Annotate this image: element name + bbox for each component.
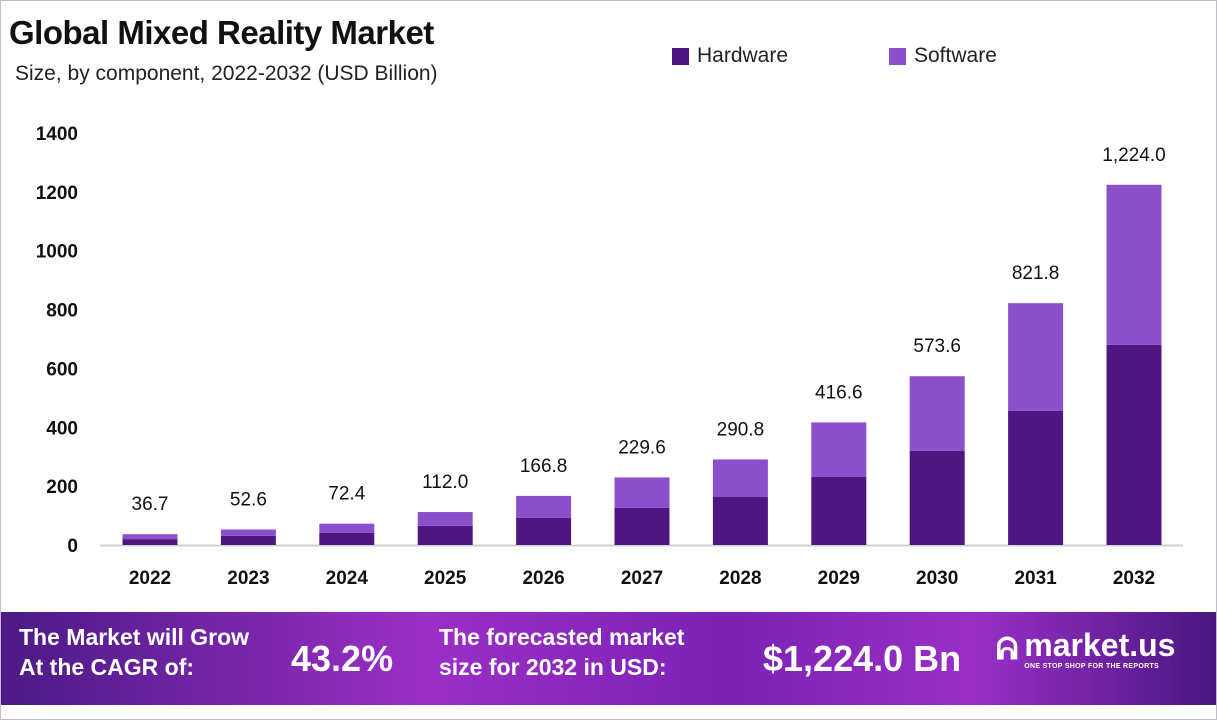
bar-hardware-2029 — [811, 477, 867, 545]
x-tick-label-2029: 2029 — [818, 568, 860, 589]
bar-software-2031 — [1008, 303, 1064, 411]
x-tick-label-2026: 2026 — [522, 568, 564, 589]
chart-title: Global Mixed Reality Market — [9, 14, 434, 51]
bar-software-2030 — [909, 376, 965, 451]
y-tick-label: 400 — [46, 418, 78, 439]
legend-swatch-software — [889, 47, 906, 65]
bar-hardware-2026 — [516, 517, 572, 545]
x-tick-label-2022: 2022 — [129, 568, 171, 589]
bar-hardware-2030 — [909, 450, 965, 545]
data-label-2029: 416.6 — [815, 382, 863, 403]
legend-swatch-hardware — [672, 47, 689, 65]
data-label-2025: 112.0 — [422, 472, 468, 493]
data-label-2022: 36.7 — [132, 494, 169, 515]
x-tick-label-2023: 2023 — [227, 568, 269, 589]
bar-hardware-2023 — [220, 535, 276, 545]
x-tick-label-2031: 2031 — [1014, 568, 1057, 589]
data-label-2030: 573.6 — [913, 336, 961, 357]
data-label-2027: 229.6 — [618, 437, 666, 458]
logo-tagline: ONE STOP SHOP FOR THE REPORTS — [1024, 663, 1159, 670]
y-tick-label: 600 — [46, 359, 78, 380]
x-tick-label-2030: 2030 — [916, 568, 958, 589]
logo-name: market.us — [1024, 627, 1176, 663]
market-us-logo: ᕱ market.us ONE STOP SHOP FOR THE REPORT… — [996, 628, 1175, 671]
x-tick-label-2024: 2024 — [326, 568, 369, 589]
data-label-2032: 1,224.0 — [1102, 145, 1165, 166]
legend-item-hardware: Hardware — [672, 44, 788, 68]
bar-software-2026 — [516, 495, 572, 518]
bar-software-2022 — [122, 534, 178, 540]
forecast-label-line2: size for 2032 in USD: — [439, 654, 667, 680]
bar-hardware-2022 — [122, 539, 178, 545]
chart-subtitle: Size, by component, 2022-2032 (USD Billi… — [15, 62, 438, 85]
legend-label-hardware: Hardware — [697, 44, 789, 67]
x-tick-label-2025: 2025 — [424, 568, 467, 589]
data-label-2028: 290.8 — [717, 419, 765, 440]
summary-banner: The Market will Grow At the CAGR of: 43.… — [1, 612, 1216, 705]
x-tick-label-2028: 2028 — [719, 568, 761, 589]
cagr-label-line2: At the CAGR of: — [19, 654, 195, 680]
forecast-value: $1,224.0 Bn — [763, 638, 962, 679]
forecast-label-line1: The forecasted market — [439, 624, 685, 650]
data-label-2026: 166.8 — [520, 456, 568, 477]
legend-label-software: Software — [914, 44, 997, 67]
bar-hardware-2032 — [1106, 344, 1162, 545]
y-tick-label: 1000 — [36, 242, 78, 263]
legend-item-software: Software — [889, 44, 997, 68]
bar-software-2027 — [614, 477, 670, 508]
bar-software-2029 — [811, 422, 867, 478]
data-label-2024: 72.4 — [328, 484, 365, 505]
bar-software-2024 — [319, 523, 375, 533]
data-label-2031: 821.8 — [1012, 263, 1060, 284]
chart-plot: 0 200 400 600 800 1000 1200 1400 36.7 2022 52.6 202… — [36, 124, 1183, 589]
y-tick-label: 200 — [46, 477, 78, 498]
y-tick-label: 1400 — [36, 124, 78, 145]
data-label-2023: 52.6 — [230, 490, 267, 511]
bar-hardware-2027 — [614, 507, 670, 545]
y-tick-label: 0 — [67, 536, 78, 557]
bar-software-2032 — [1106, 184, 1162, 345]
bar-software-2028 — [712, 459, 768, 498]
y-tick-label: 1200 — [36, 183, 78, 204]
forecast-label: The forecasted market size for 2032 in U… — [439, 622, 684, 682]
cagr-label-line1: The Market will Grow — [19, 624, 250, 650]
logo-mark-icon: ᕱ — [996, 632, 1019, 666]
bar-hardware-2031 — [1008, 410, 1064, 545]
cagr-label: The Market will Grow At the CAGR of: — [19, 622, 249, 682]
bar-software-2023 — [220, 529, 276, 536]
x-tick-label-2032: 2032 — [1113, 568, 1155, 589]
bar-software-2025 — [417, 512, 473, 526]
cagr-value: 43.2% — [291, 638, 394, 679]
bar-hardware-2025 — [417, 525, 473, 545]
bar-hardware-2028 — [712, 497, 768, 545]
x-tick-label-2027: 2027 — [621, 568, 663, 589]
bar-hardware-2024 — [319, 532, 375, 545]
y-tick-label: 800 — [46, 301, 78, 322]
